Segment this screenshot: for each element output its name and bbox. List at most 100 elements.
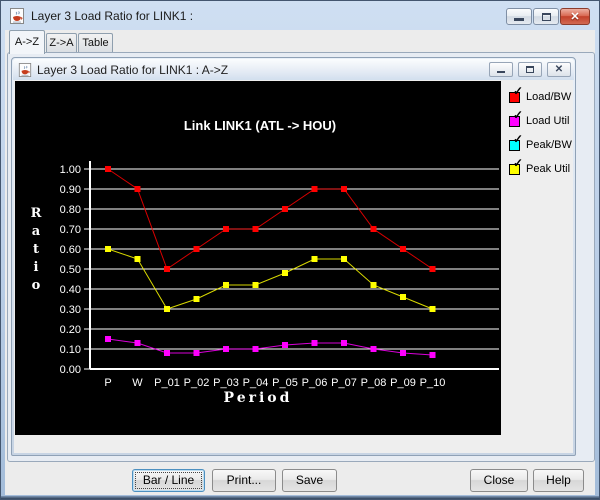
tab-panel: Layer 3 Load Ratio for LINK1 : A->Z ✕ Li…: [7, 52, 595, 462]
svg-text:0.40: 0.40: [60, 284, 81, 296]
legend: ✓ Load/BW ✓ Load Util ✓ Peak/BW ✓ Peak Util: [502, 80, 573, 453]
inner-java-icon: [18, 62, 32, 77]
check-icon: ✓: [512, 83, 523, 98]
data-point: [400, 350, 406, 356]
inner-window: Layer 3 Load Ratio for LINK1 : A->Z ✕ Li…: [11, 57, 576, 456]
data-point: [282, 206, 288, 212]
minimize-icon: [514, 18, 524, 21]
data-point: [223, 282, 229, 288]
data-point: [429, 266, 436, 272]
series-load-util: [105, 336, 436, 358]
data-point: [282, 270, 288, 276]
svg-text:0.20: 0.20: [60, 324, 81, 336]
y-tick-labels: 0.00 0.10 0.20 0.30 0.40 0.50 0.60 0.70 0.80 0.90…: [60, 164, 81, 376]
svg-text:P_06: P_06: [302, 377, 328, 389]
data-point: [311, 186, 318, 192]
gridlines: [84, 168, 499, 370]
svg-text:0.00: 0.00: [60, 364, 81, 376]
chart-area: Link LINK1 (ATL -> HOU) 0.00 0.10 0.20 0.30 0…: [15, 81, 501, 435]
data-point: [105, 246, 111, 252]
svg-text:P_08: P_08: [361, 377, 387, 389]
data-point: [282, 342, 288, 348]
svg-text:P_07: P_07: [331, 377, 357, 389]
data-point: [105, 336, 111, 342]
inner-maximize-button[interactable]: [518, 62, 542, 77]
maximize-icon: [541, 12, 551, 21]
data-point: [400, 246, 406, 252]
svg-text:0.30: 0.30: [60, 304, 81, 316]
legend-label: Peak/BW: [526, 139, 572, 151]
inner-content: Link LINK1 (ATL -> HOU) 0.00 0.10 0.20 0.30 0…: [14, 80, 573, 453]
svg-text:t: t: [33, 242, 39, 257]
data-point: [341, 340, 347, 346]
data-point: [164, 306, 170, 312]
svg-text:0.50: 0.50: [60, 264, 81, 276]
svg-text:0.60: 0.60: [60, 244, 81, 256]
svg-text:W: W: [132, 377, 143, 389]
legend-swatch: ✓: [509, 133, 523, 151]
svg-text:0.10: 0.10: [60, 344, 81, 356]
legend-swatch: ✓: [509, 109, 523, 127]
data-point: [193, 350, 200, 356]
legend-swatch: ✓: [509, 157, 523, 175]
svg-text:P_10: P_10: [420, 377, 446, 389]
legend-item-load-bw[interactable]: ✓ Load/BW: [509, 85, 573, 104]
data-point: [370, 346, 377, 352]
legend-label: Load Util: [526, 115, 570, 127]
maximize-button[interactable]: [533, 8, 559, 25]
close-action-button[interactable]: Close: [470, 469, 528, 492]
window-title: Layer 3 Load Ratio for LINK1 :: [31, 8, 194, 23]
java-icon: [10, 7, 24, 24]
svg-text:1.00: 1.00: [60, 164, 81, 176]
bar-line-button[interactable]: Bar / Line: [132, 469, 205, 492]
data-point: [223, 226, 229, 232]
close-button[interactable]: ✕: [560, 8, 590, 25]
series-peak-util: [105, 246, 436, 312]
svg-text:P_02: P_02: [184, 377, 210, 389]
series-load-bw: [105, 166, 436, 272]
check-icon: ✓: [512, 131, 523, 146]
data-point: [311, 256, 318, 262]
inner-minimize-button[interactable]: [489, 62, 513, 77]
svg-text:P_04: P_04: [243, 377, 269, 389]
window-titlebar[interactable]: Layer 3 Load Ratio for LINK1 :: [1, 1, 599, 30]
save-button[interactable]: Save: [282, 469, 337, 492]
data-point: [341, 256, 347, 262]
data-point: [164, 266, 170, 272]
help-button[interactable]: Help: [533, 469, 584, 492]
svg-text:P_09: P_09: [390, 377, 416, 389]
data-point: [400, 294, 406, 300]
data-point: [193, 296, 200, 302]
data-point: [105, 166, 111, 172]
data-point: [134, 186, 141, 192]
data-point: [164, 350, 170, 356]
inner-titlebar[interactable]: Layer 3 Load Ratio for LINK1 : A->Z ✕: [13, 59, 574, 80]
chart-svg: Link LINK1 (ATL -> HOU) 0.00 0.10 0.20 0.30 0…: [31, 118, 499, 406]
chart-title: Link LINK1 (ATL -> HOU): [184, 118, 336, 133]
tab-z-a[interactable]: Z->A: [46, 33, 77, 53]
data-point: [311, 340, 318, 346]
data-point: [134, 340, 141, 346]
svg-text:0.90: 0.90: [60, 184, 81, 196]
legend-item-peak-bw[interactable]: ✓ Peak/BW: [509, 133, 573, 152]
inner-close-icon: ✕: [554, 64, 564, 75]
tab-a-z[interactable]: A->Z: [9, 30, 45, 54]
minimize-button[interactable]: [506, 8, 532, 25]
inner-close-button[interactable]: ✕: [547, 62, 571, 77]
legend-item-peak-util[interactable]: ✓ Peak Util: [509, 157, 573, 176]
print-button[interactable]: Print...: [212, 469, 276, 492]
svg-text:i: i: [34, 260, 39, 275]
x-axis-label: Period: [224, 390, 293, 406]
tab-table[interactable]: Table: [78, 33, 113, 53]
data-point: [252, 282, 259, 288]
data-point: [341, 186, 347, 192]
inner-maximize-icon: [526, 66, 534, 73]
data-point: [429, 352, 436, 358]
inner-minimize-icon: [497, 71, 505, 73]
data-point: [252, 226, 259, 232]
legend-item-load-util[interactable]: ✓ Load Util: [509, 109, 573, 128]
check-icon: ✓: [512, 107, 523, 122]
legend-label: Peak Util: [526, 163, 571, 175]
data-point: [193, 246, 200, 252]
